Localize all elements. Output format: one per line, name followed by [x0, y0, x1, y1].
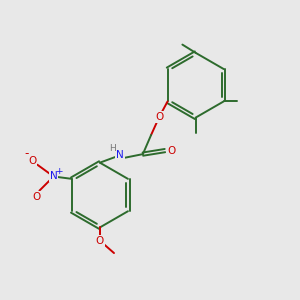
Text: N: N [50, 172, 57, 182]
Text: O: O [155, 112, 164, 122]
Text: O: O [32, 192, 40, 202]
Text: O: O [28, 156, 36, 166]
Text: O: O [167, 146, 175, 156]
Text: H: H [110, 144, 116, 153]
Text: N: N [116, 150, 124, 160]
Text: O: O [96, 236, 104, 246]
Text: +: + [55, 167, 63, 176]
Text: -: - [24, 147, 28, 160]
